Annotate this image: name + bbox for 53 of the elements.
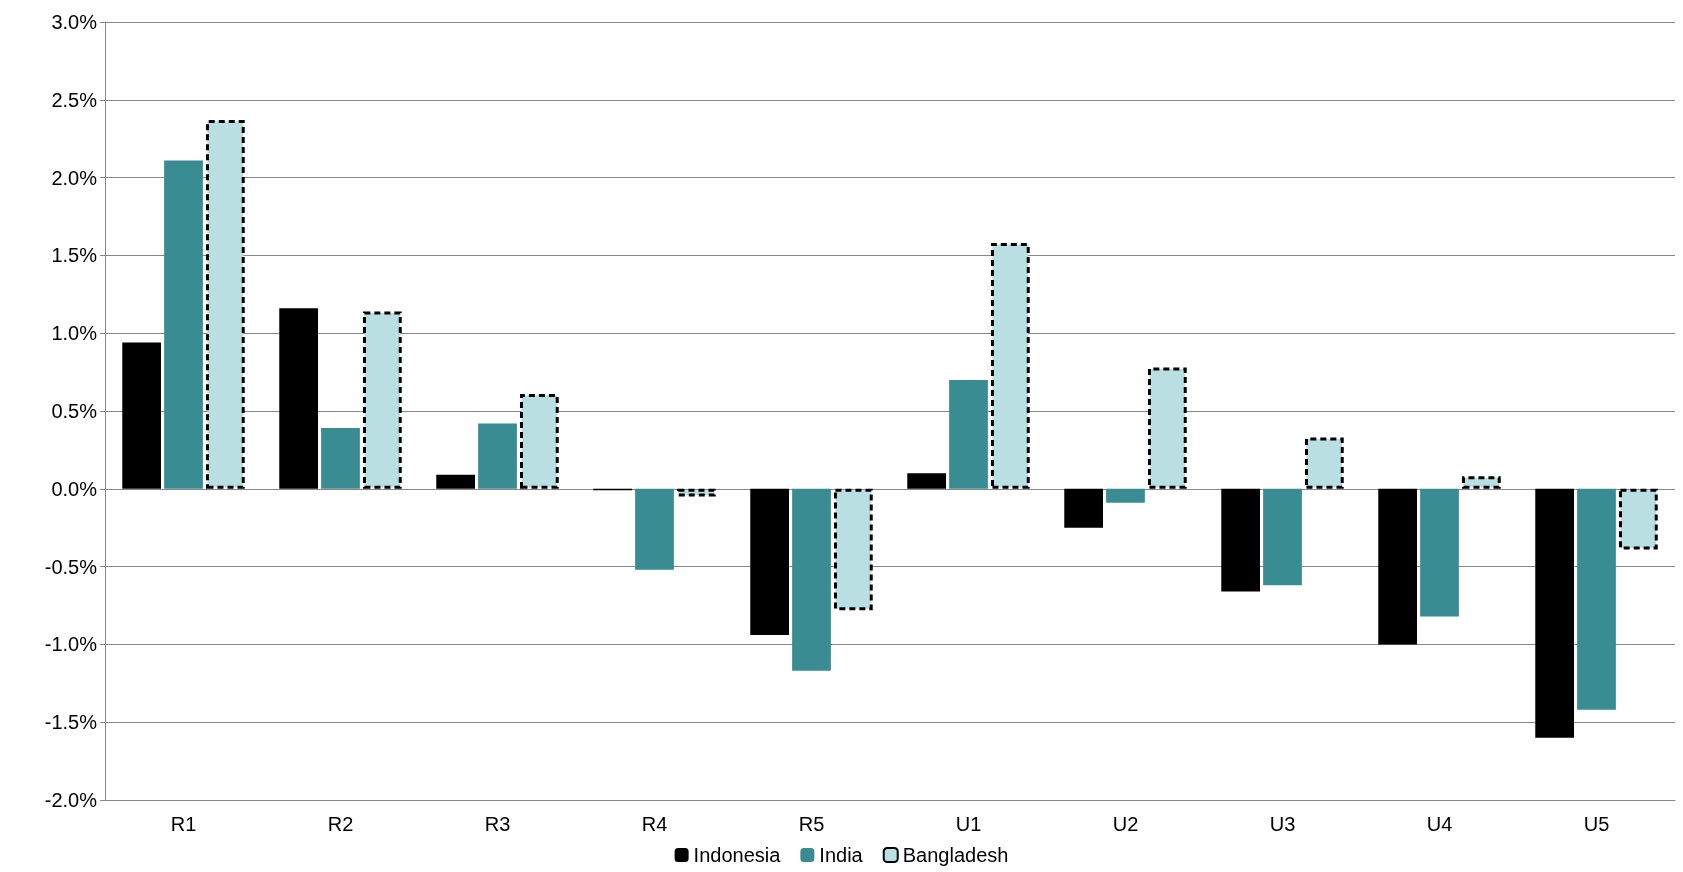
- bar: [205, 120, 245, 489]
- bar: [949, 379, 988, 489]
- bar: [478, 423, 517, 489]
- y-tick-label: 0.5%: [51, 400, 98, 422]
- y-tick-label: -0.5%: [44, 555, 98, 578]
- bar: [750, 488, 790, 636]
- bar: [321, 428, 360, 489]
- bar: [164, 160, 203, 489]
- bar: [990, 242, 1030, 489]
- bar: [279, 308, 319, 489]
- bar: [1420, 488, 1459, 617]
- y-tick-label: 2.0%: [51, 166, 98, 189]
- legend-label: Bangladesh: [902, 844, 1009, 866]
- bar: [635, 488, 674, 570]
- y-tick-label: 2.5%: [51, 88, 98, 111]
- bar: [1221, 488, 1261, 592]
- x-tick-label: U3: [1269, 813, 1296, 835]
- bar: [1263, 488, 1302, 586]
- x-tick-label: U4: [1426, 813, 1453, 835]
- bar: [1535, 488, 1575, 738]
- bar: [833, 488, 873, 611]
- y-tick-label: 3.0%: [51, 11, 98, 33]
- bar: [1064, 488, 1104, 528]
- y-tick-label: 1.0%: [51, 322, 98, 345]
- x-tick-label: U1: [955, 813, 982, 835]
- legend-label: Indonesia: [693, 844, 782, 866]
- bar: [1147, 367, 1187, 489]
- y-tick-label: 0.0%: [51, 477, 98, 500]
- bar: [1378, 488, 1418, 645]
- bar: [519, 393, 559, 489]
- bar: [1461, 476, 1501, 489]
- bar: [907, 473, 947, 489]
- bar: [436, 474, 476, 489]
- y-tick-label: -2.0%: [44, 789, 98, 811]
- bar: [1106, 488, 1145, 503]
- x-tick-label: U2: [1112, 813, 1139, 835]
- x-tick-label: U5: [1583, 813, 1610, 835]
- bar: [1618, 488, 1658, 550]
- y-tick-label: -1.0%: [44, 633, 98, 656]
- bar: [676, 488, 716, 497]
- x-tick-label: R5: [798, 813, 825, 835]
- bar: [1577, 488, 1616, 710]
- x-tick-label: R1: [170, 813, 197, 835]
- bar: [122, 342, 162, 489]
- x-tick-label: R4: [641, 813, 668, 835]
- bar: [792, 488, 831, 671]
- legend-label: India: [819, 844, 864, 866]
- x-tick-label: R2: [327, 813, 354, 835]
- bar: [362, 311, 402, 489]
- y-tick-label: 1.5%: [51, 244, 98, 267]
- x-tick-label: R3: [484, 813, 511, 835]
- y-tick-label: -1.5%: [44, 711, 98, 734]
- bar: [1304, 437, 1344, 489]
